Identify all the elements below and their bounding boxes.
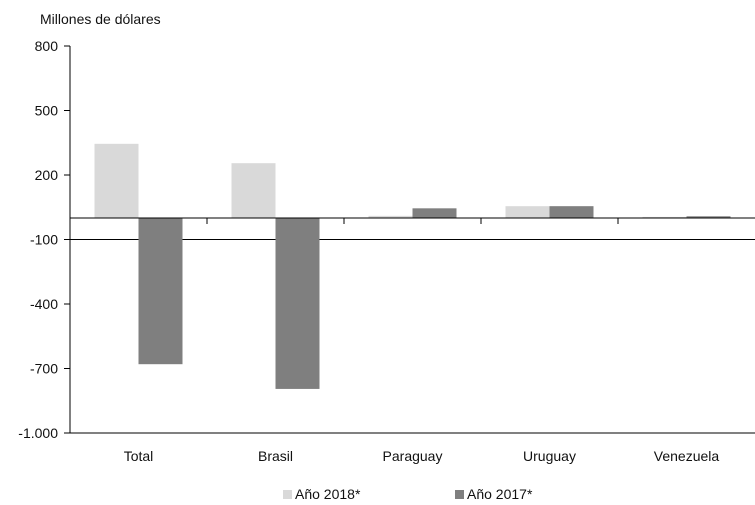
y-tick-label: 500 [35, 103, 59, 119]
bar-2017-venezuela [686, 216, 731, 218]
y-tick-label: -100 [30, 232, 58, 248]
y-tick-label: -700 [30, 361, 58, 377]
bar-2018-brasil [231, 163, 276, 218]
y-tick-label: -1.000 [18, 425, 58, 441]
bar-2018-uruguay [505, 206, 550, 218]
bar-2018-total [94, 143, 139, 218]
x-category-label: Total [124, 448, 154, 464]
y-tick-label: 800 [35, 38, 59, 54]
x-category-label: Paraguay [383, 448, 443, 464]
x-category-label: Venezuela [654, 448, 720, 464]
legend-label: Año 2017* [467, 486, 533, 502]
y-axis-title: Millones de dólares [40, 11, 161, 27]
bar-2018-paraguay [368, 215, 413, 218]
y-tick-label: 200 [35, 167, 59, 183]
bar-2018-venezuela [642, 216, 687, 218]
bar-2017-paraguay [412, 208, 457, 218]
bar-2017-total [138, 218, 183, 365]
legend-label: Año 2018* [295, 486, 361, 502]
y-tick-label: -400 [30, 296, 58, 312]
legend-swatch [283, 490, 292, 499]
legend-swatch [455, 490, 464, 499]
x-category-label: Uruguay [523, 448, 576, 464]
legend: Año 2018* Año 2017* [283, 486, 533, 502]
plot-area: 800 500 200 -100 -400 -700 -1.000 Total Brasil Pa… [18, 38, 755, 464]
bar-2017-uruguay [549, 206, 594, 218]
bar-2017-brasil [275, 218, 320, 389]
x-category-label: Brasil [258, 448, 293, 464]
